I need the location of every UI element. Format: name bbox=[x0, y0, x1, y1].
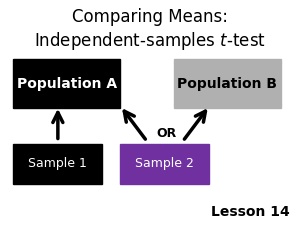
Text: Sample 1: Sample 1 bbox=[28, 157, 87, 170]
FancyBboxPatch shape bbox=[174, 59, 281, 108]
Text: OR: OR bbox=[156, 127, 176, 140]
FancyBboxPatch shape bbox=[13, 144, 102, 184]
Text: Population B: Population B bbox=[177, 76, 277, 91]
FancyBboxPatch shape bbox=[13, 59, 120, 108]
Text: Comparing Means:: Comparing Means: bbox=[72, 8, 228, 26]
Text: Lesson 14: Lesson 14 bbox=[211, 205, 290, 219]
Text: Population A: Population A bbox=[17, 76, 117, 91]
Text: Independent-samples $t$-test: Independent-samples $t$-test bbox=[34, 30, 266, 52]
FancyBboxPatch shape bbox=[120, 144, 209, 184]
Text: Sample 2: Sample 2 bbox=[135, 157, 194, 170]
